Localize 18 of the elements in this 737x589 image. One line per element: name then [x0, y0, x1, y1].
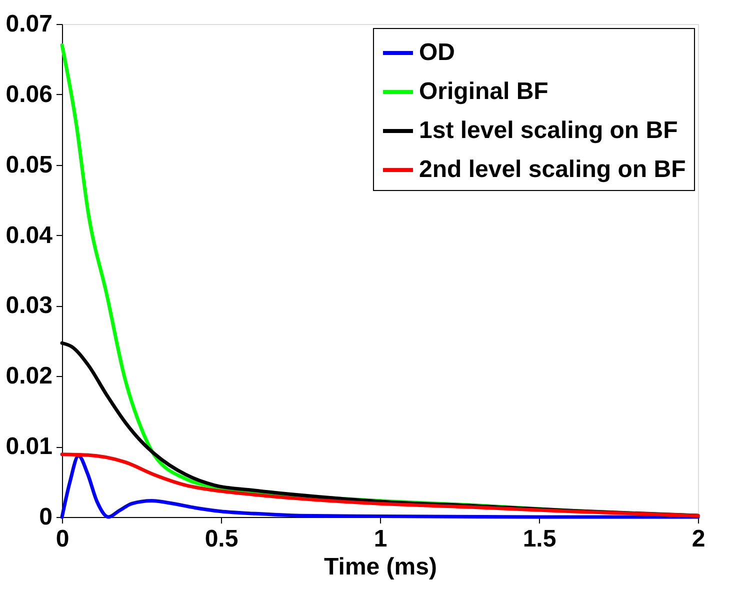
- y-tick-label: 0: [39, 504, 52, 530]
- y-tick-label: 0.04: [6, 222, 54, 249]
- y-tick-label: 0.02: [6, 362, 52, 390]
- x-tick-label: 1.5: [522, 526, 556, 552]
- x-tick-label: 1: [374, 526, 388, 552]
- x-tick-label: 0: [56, 526, 70, 552]
- y-tick-label: 0.06: [6, 80, 52, 108]
- y-tick-label: 0.07: [6, 10, 52, 38]
- y-tick-label: 0.05: [6, 151, 52, 178]
- x-tick-label: 0.5: [204, 526, 238, 552]
- legend-label: OD: [419, 39, 455, 66]
- x-tick-label: 2: [692, 526, 706, 552]
- x-axis-title: Time (ms): [324, 554, 437, 580]
- y-tick-label: 0.01: [6, 433, 52, 460]
- y-tick-label: 0.03: [6, 292, 52, 320]
- legend-label: Original BF: [419, 78, 548, 105]
- legend-label: 2nd level scaling on BF: [419, 156, 686, 183]
- legend-label: 1st level scaling on BF: [419, 117, 678, 144]
